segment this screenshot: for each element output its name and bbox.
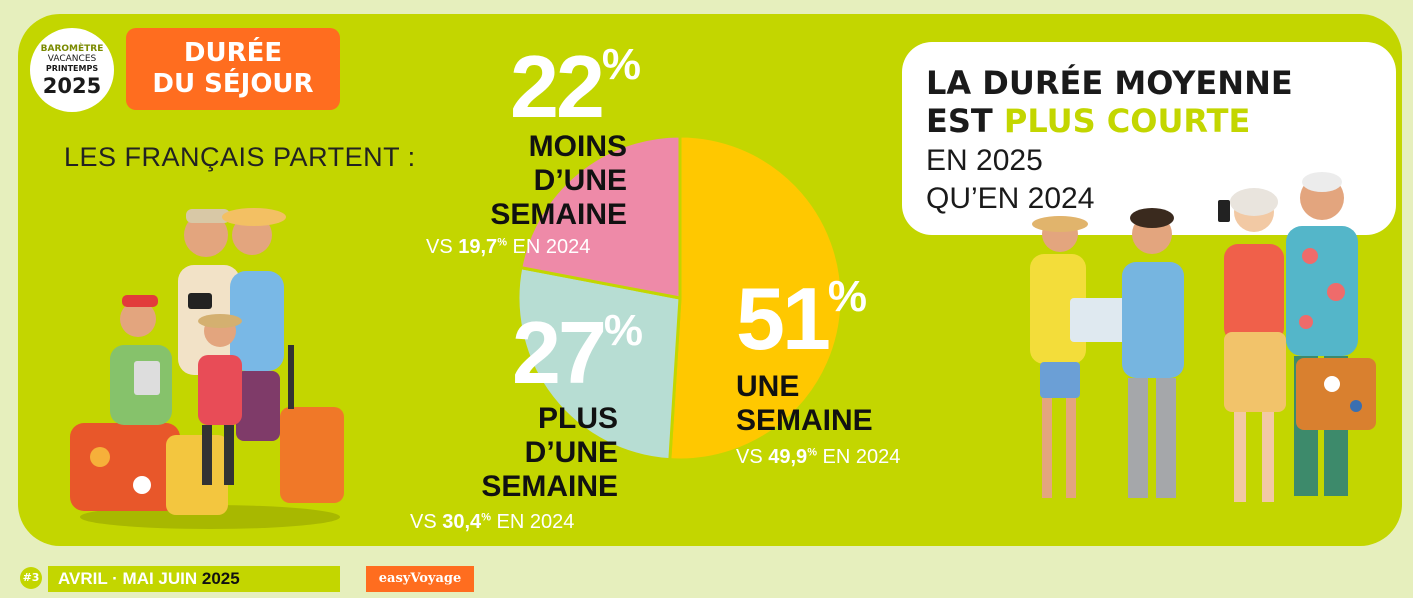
callout-line4: QU’EN 2024 bbox=[926, 182, 1095, 215]
pct-more-than-week: 27% bbox=[512, 302, 643, 404]
callout-box: LA DURÉE MOYENNE EST PLUS COURTE EN 2025… bbox=[902, 42, 1396, 235]
footer-period-text: AVRIL · MAI JUIN bbox=[58, 569, 202, 588]
pie-slice-2 bbox=[668, 134, 844, 462]
vs-prefix: VS bbox=[410, 511, 443, 533]
pct-value: 51 bbox=[736, 269, 831, 368]
callout-highlight: PLUS COURTE bbox=[1003, 102, 1251, 140]
intro-text: LES FRANÇAIS PARTENT : bbox=[64, 142, 416, 172]
vs-one-week: VS 49,9% EN 2024 bbox=[736, 446, 900, 469]
pct-one-week: 51% bbox=[736, 268, 867, 370]
vs-prefix: VS bbox=[426, 236, 459, 258]
pct-sign: % bbox=[827, 272, 868, 321]
pct-less-than-week: 22% bbox=[510, 36, 641, 138]
badge-line1: BAROMÈTRE bbox=[40, 44, 104, 54]
label-line: PLUS bbox=[537, 402, 618, 435]
vs-suffix: EN 2024 bbox=[506, 236, 591, 258]
badge-line3: PRINTEMPS bbox=[45, 64, 99, 73]
label-less-than-week: MOINS D’UNE SEMAINE bbox=[455, 130, 627, 232]
callout-line2: EST PLUS COURTE bbox=[926, 102, 1250, 140]
travelers-illustration bbox=[1030, 172, 1376, 502]
vs-less-than-week: VS 19,7% EN 2024 bbox=[426, 236, 590, 259]
footer-period: AVRIL · MAI JUIN 2025 bbox=[48, 566, 340, 592]
family-illustration bbox=[70, 208, 344, 529]
label-line: UNE bbox=[736, 370, 800, 403]
pct-sign: % bbox=[601, 40, 642, 89]
vs-sign: % bbox=[481, 511, 491, 524]
label-line: D’UNE bbox=[524, 436, 618, 469]
badge-year: 2025 bbox=[42, 74, 102, 98]
barometre-badge: BAROMÈTRE VACANCES PRINTEMPS 2025 bbox=[30, 28, 114, 112]
vs-prefix: VS bbox=[736, 446, 769, 468]
callout-line1: LA DURÉE MOYENNE bbox=[926, 64, 1293, 102]
label-line: D’UNE bbox=[533, 164, 627, 197]
label-line: SEMAINE bbox=[736, 404, 873, 437]
label-more-than-week: PLUS D’UNE SEMAINE bbox=[440, 402, 618, 504]
vs-value: 49,9 bbox=[768, 446, 808, 468]
brand-logo: easyVoyage bbox=[366, 566, 474, 592]
callout-line2a: EST bbox=[926, 102, 1004, 140]
pct-value: 27 bbox=[512, 303, 607, 402]
vs-value: 30,4 bbox=[442, 511, 482, 533]
title-line1: DURÉE bbox=[183, 38, 283, 68]
callout-line3: EN 2025 bbox=[926, 144, 1043, 177]
pie-slice-1 bbox=[516, 265, 682, 462]
badge-line2: VACANCES bbox=[47, 54, 97, 64]
vs-suffix: EN 2024 bbox=[816, 446, 901, 468]
vs-suffix: EN 2024 bbox=[490, 511, 575, 533]
pie-slice-0 bbox=[519, 134, 682, 300]
vs-sign: % bbox=[497, 236, 507, 249]
vs-value: 19,7 bbox=[458, 236, 498, 258]
footer-year: 2025 bbox=[201, 569, 240, 588]
label-line: MOINS bbox=[528, 130, 627, 163]
pct-sign: % bbox=[603, 306, 644, 355]
page-number: #3 bbox=[20, 567, 42, 589]
pct-value: 22 bbox=[510, 37, 605, 136]
pie-chart bbox=[516, 134, 844, 462]
vs-sign: % bbox=[807, 446, 817, 459]
label-line: SEMAINE bbox=[481, 470, 618, 503]
vs-more-than-week: VS 30,4% EN 2024 bbox=[410, 511, 574, 534]
page-title: DURÉE DU SÉJOUR bbox=[126, 28, 340, 110]
title-line2: DU SÉJOUR bbox=[152, 69, 314, 99]
label-line: SEMAINE bbox=[490, 198, 627, 231]
label-one-week: UNE SEMAINE bbox=[736, 370, 873, 438]
